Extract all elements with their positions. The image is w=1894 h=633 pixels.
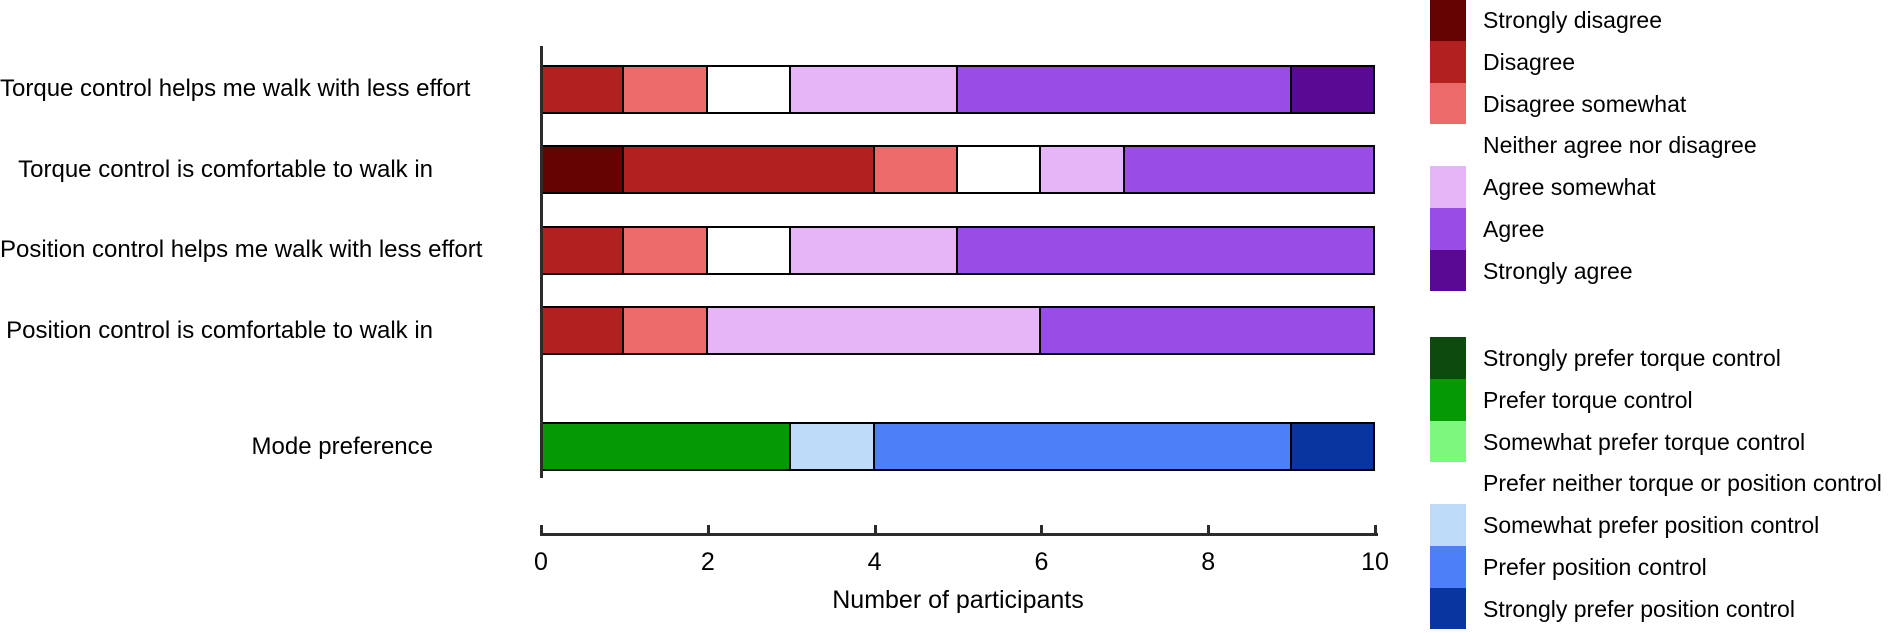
x-tick-8 (1207, 525, 1211, 533)
x-tick-label-2: 2 (700, 548, 715, 576)
preference-legend-label-prefer-torque-control: Prefer torque control (1483, 386, 1693, 413)
preference-legend-label-prefer-neither-torque-or-position-control: Prefer neither torque or position contro… (1483, 470, 1882, 497)
bar-segment-torque-control-is-comfortable-to-walk-in-disagree-somewhat (872, 145, 958, 194)
x-tick-label-6: 6 (1034, 548, 1049, 576)
bar-segment-position-control-helps-me-walk-with-less-effort-neither-agree-nor-disagree (705, 225, 792, 275)
bar-segment-mode-preference-prefer-torque-control (541, 422, 792, 471)
preference-legend-swatch-prefer-neither-torque-or-position-control (1430, 462, 1466, 505)
preference-legend-label-somewhat-prefer-torque-control: Somewhat prefer torque control (1483, 428, 1806, 455)
likert-legend-label-strongly-agree: Strongly agree (1483, 257, 1633, 284)
category-label-torque-control-helps-me-walk-with-less-effort: Torque control helps me walk with less e… (0, 75, 471, 102)
preference-legend-label-strongly-prefer-torque-control: Strongly prefer torque control (1483, 345, 1781, 371)
category-label-mode-preference: Mode preference (251, 432, 433, 460)
bar-segment-torque-control-is-comfortable-to-walk-in-agree-somewhat (1039, 145, 1125, 194)
preference-legend-label-strongly-prefer-position-control: Strongly prefer position control (1483, 595, 1795, 622)
x-axis-line (540, 533, 1378, 536)
bar-segment-torque-control-is-comfortable-to-walk-in-agree (1122, 145, 1375, 194)
x-tick-label-0: 0 (534, 548, 548, 576)
preference-legend-swatch-strongly-prefer-torque-control (1430, 337, 1466, 379)
bar-segment-mode-preference-strongly-prefer-position-control (1289, 422, 1375, 471)
likert-legend-swatch-neither-agree-nor-disagree (1430, 124, 1466, 167)
bar-segment-torque-control-is-comfortable-to-walk-in-neither-agree-nor-disagree (956, 145, 1042, 194)
y-axis-spine (540, 46, 543, 478)
likert-legend-label-strongly-disagree: Strongly disagree (1483, 7, 1662, 33)
preference-legend-swatch-somewhat-prefer-torque-control (1430, 420, 1466, 463)
x-tick-label-10: 10 (1361, 548, 1389, 576)
bar-segment-torque-control-helps-me-walk-with-less-effort-agree-somewhat (789, 64, 958, 114)
bar-segment-torque-control-helps-me-walk-with-less-effort-agree (956, 64, 1292, 114)
preference-legend-swatch-strongly-prefer-position-control (1430, 587, 1466, 630)
category-label-position-control-is-comfortable-to-walk-in: Position control is comfortable to walk … (6, 316, 433, 344)
bar-segment-position-control-helps-me-walk-with-less-effort-agree-somewhat (789, 225, 958, 275)
preference-legend-label-prefer-position-control: Prefer position control (1483, 553, 1707, 580)
preference-legend-swatch-prefer-torque-control (1430, 378, 1466, 421)
likert-legend-swatch-disagree-somewhat (1430, 82, 1466, 125)
x-tick-0 (540, 525, 543, 533)
likert-legend-label-agree-somewhat: Agree somewhat (1483, 174, 1656, 200)
preference-legend-swatch-prefer-position-control (1430, 545, 1466, 588)
x-tick-6 (1040, 525, 1044, 533)
x-tick-10 (1374, 525, 1377, 533)
preference-legend-label-somewhat-prefer-position-control: Somewhat prefer position control (1483, 512, 1820, 538)
likert-legend-label-agree: Agree (1483, 215, 1545, 242)
bar-segment-torque-control-helps-me-walk-with-less-effort-strongly-agree (1289, 64, 1375, 114)
x-tick-label-4: 4 (867, 548, 882, 576)
likert-legend-label-neither-agree-nor-disagree: Neither agree nor disagree (1483, 132, 1757, 159)
bar-segment-position-control-is-comfortable-to-walk-in-agree (1039, 306, 1375, 355)
x-tick-4 (873, 525, 877, 533)
bar-segment-torque-control-helps-me-walk-with-less-effort-disagree-somewhat (622, 64, 708, 114)
x-tick-2 (706, 525, 710, 533)
category-label-torque-control-is-comfortable-to-walk-in: Torque control is comfortable to walk in (18, 155, 433, 183)
category-label-position-control-helps-me-walk-with-less-effort: Position control helps me walk with less… (0, 236, 483, 263)
bar-segment-position-control-helps-me-walk-with-less-effort-disagree-somewhat (622, 225, 708, 275)
preference-legend-swatch-somewhat-prefer-position-control (1430, 504, 1466, 546)
x-tick-label-8: 8 (1201, 548, 1216, 576)
likert-legend-label-disagree: Disagree (1483, 48, 1576, 75)
bar-segment-mode-preference-somewhat-prefer-position-control (789, 422, 875, 471)
bar-segment-torque-control-is-comfortable-to-walk-in-strongly-disagree (541, 145, 625, 194)
x-axis-title: Number of participants (832, 586, 1084, 614)
bar-segment-position-control-helps-me-walk-with-less-effort-agree (956, 225, 1375, 275)
bar-segment-torque-control-is-comfortable-to-walk-in-disagree (622, 145, 875, 194)
bar-segment-position-control-is-comfortable-to-walk-in-disagree (541, 306, 625, 355)
likert-legend-swatch-disagree (1430, 40, 1466, 83)
bar-segment-torque-control-helps-me-walk-with-less-effort-neither-agree-nor-disagree (705, 64, 792, 114)
bar-segment-position-control-helps-me-walk-with-less-effort-disagree (541, 225, 625, 275)
likert-legend-swatch-strongly-agree (1430, 249, 1466, 292)
bar-segment-mode-preference-prefer-position-control (872, 422, 1292, 471)
likert-legend-swatch-agree-somewhat (1430, 166, 1466, 208)
likert-legend-swatch-strongly-disagree (1430, 0, 1466, 42)
bar-segment-torque-control-helps-me-walk-with-less-effort-disagree (541, 64, 625, 114)
likert-legend-swatch-agree (1430, 207, 1466, 250)
bar-segment-position-control-is-comfortable-to-walk-in-agree-somewhat (705, 306, 1042, 355)
likert-legend-label-disagree-somewhat: Disagree somewhat (1483, 90, 1687, 117)
bar-segment-position-control-is-comfortable-to-walk-in-disagree-somewhat (622, 306, 708, 355)
